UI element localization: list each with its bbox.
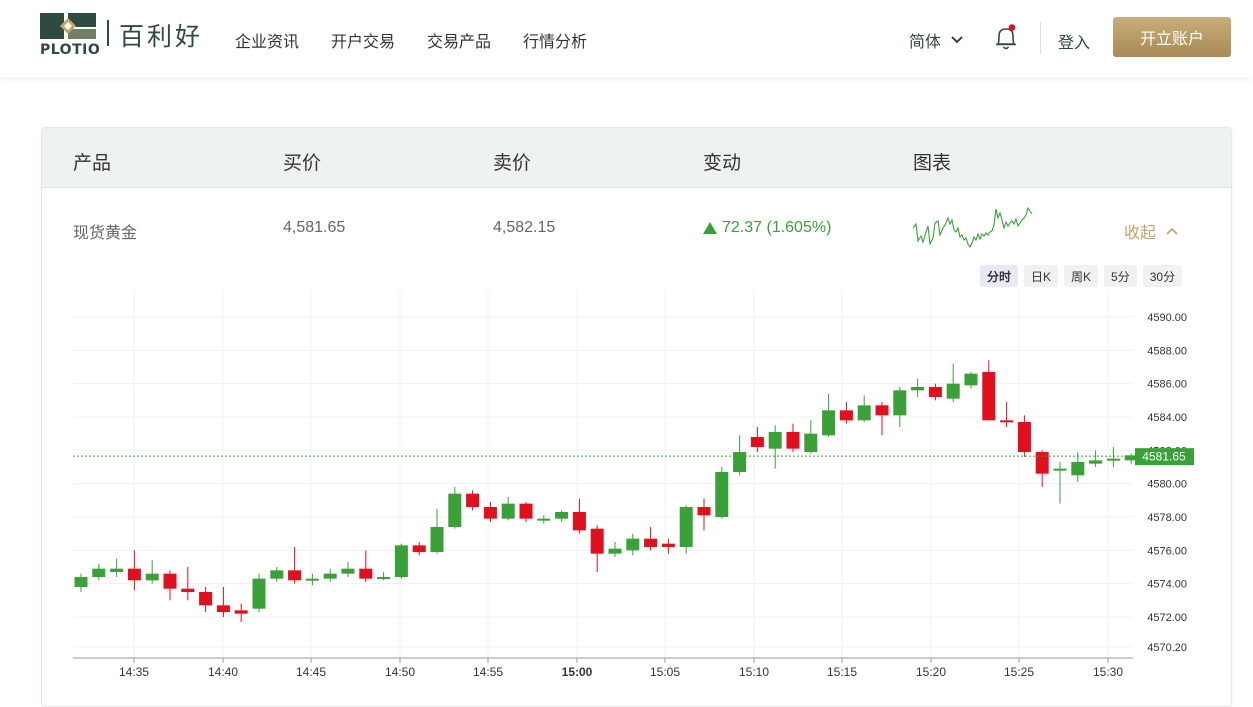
main-nav: 企业资讯 开户交易 交易产品 行情分析: [235, 28, 587, 52]
language-label: 简体: [909, 34, 942, 51]
collapse-label: 收起: [1124, 225, 1157, 242]
product-name: 现货黄金: [73, 225, 138, 242]
header-separator: [1040, 22, 1041, 54]
header-ask: 卖价: [493, 153, 532, 174]
nav-market-analysis[interactable]: 行情分析: [523, 34, 588, 51]
header-bid: 买价: [283, 153, 322, 174]
language-selector[interactable]: 简体: [909, 28, 963, 52]
top-navbar: PLOTIO 百利好 企业资讯 开户交易 交易产品 行情分析 简体 登入 开立账…: [0, 0, 1253, 77]
table-header: 产品 买价 卖价 变动 图表: [42, 128, 1231, 188]
header-chart: 图表: [913, 153, 952, 174]
up-triangle-icon: [703, 222, 717, 234]
tab-weekly-k[interactable]: 周K: [1064, 265, 1099, 287]
header-product: 产品: [73, 153, 112, 174]
bid-price: 4,581.65: [283, 219, 346, 236]
logo-text: PLOTIO: [40, 42, 101, 58]
bell-icon[interactable]: [994, 24, 1018, 52]
nav-open-trade[interactable]: 开户交易: [331, 34, 396, 51]
plotio-logo[interactable]: PLOTIO: [40, 13, 100, 58]
price-table: 产品 买价 卖价 变动 图表 现货黄金 4,581.65 4,582.15 72…: [41, 127, 1232, 707]
chart-period-tabs: 分时 日K 周K 5分 30分: [980, 265, 1183, 287]
ask-price: 4,582.15: [493, 219, 556, 236]
tab-daily-k[interactable]: 日K: [1024, 265, 1059, 287]
brand-divider: [107, 20, 109, 46]
price-change-value: 72.37 (1.605%): [722, 219, 832, 236]
nav-company-news[interactable]: 企业资讯: [235, 34, 300, 51]
login-link[interactable]: 登入: [1058, 35, 1091, 52]
header-change: 变动: [703, 153, 742, 174]
brand-name: 百利好: [119, 23, 204, 51]
nav-products[interactable]: 交易产品: [427, 34, 492, 51]
logo-mark-icon: [40, 13, 96, 39]
tab-intraday[interactable]: 分时: [980, 265, 1019, 287]
sparkline-chart: [913, 206, 1033, 249]
tab-5min[interactable]: 5分: [1104, 265, 1137, 287]
chevron-up-icon: [1166, 227, 1178, 235]
price-change: 72.37 (1.605%): [703, 219, 831, 237]
open-account-button[interactable]: 开立账户: [1113, 17, 1231, 57]
chevron-down-icon: [951, 36, 963, 44]
collapse-toggle[interactable]: 收起: [1124, 219, 1178, 243]
tab-30min[interactable]: 30分: [1142, 265, 1183, 287]
